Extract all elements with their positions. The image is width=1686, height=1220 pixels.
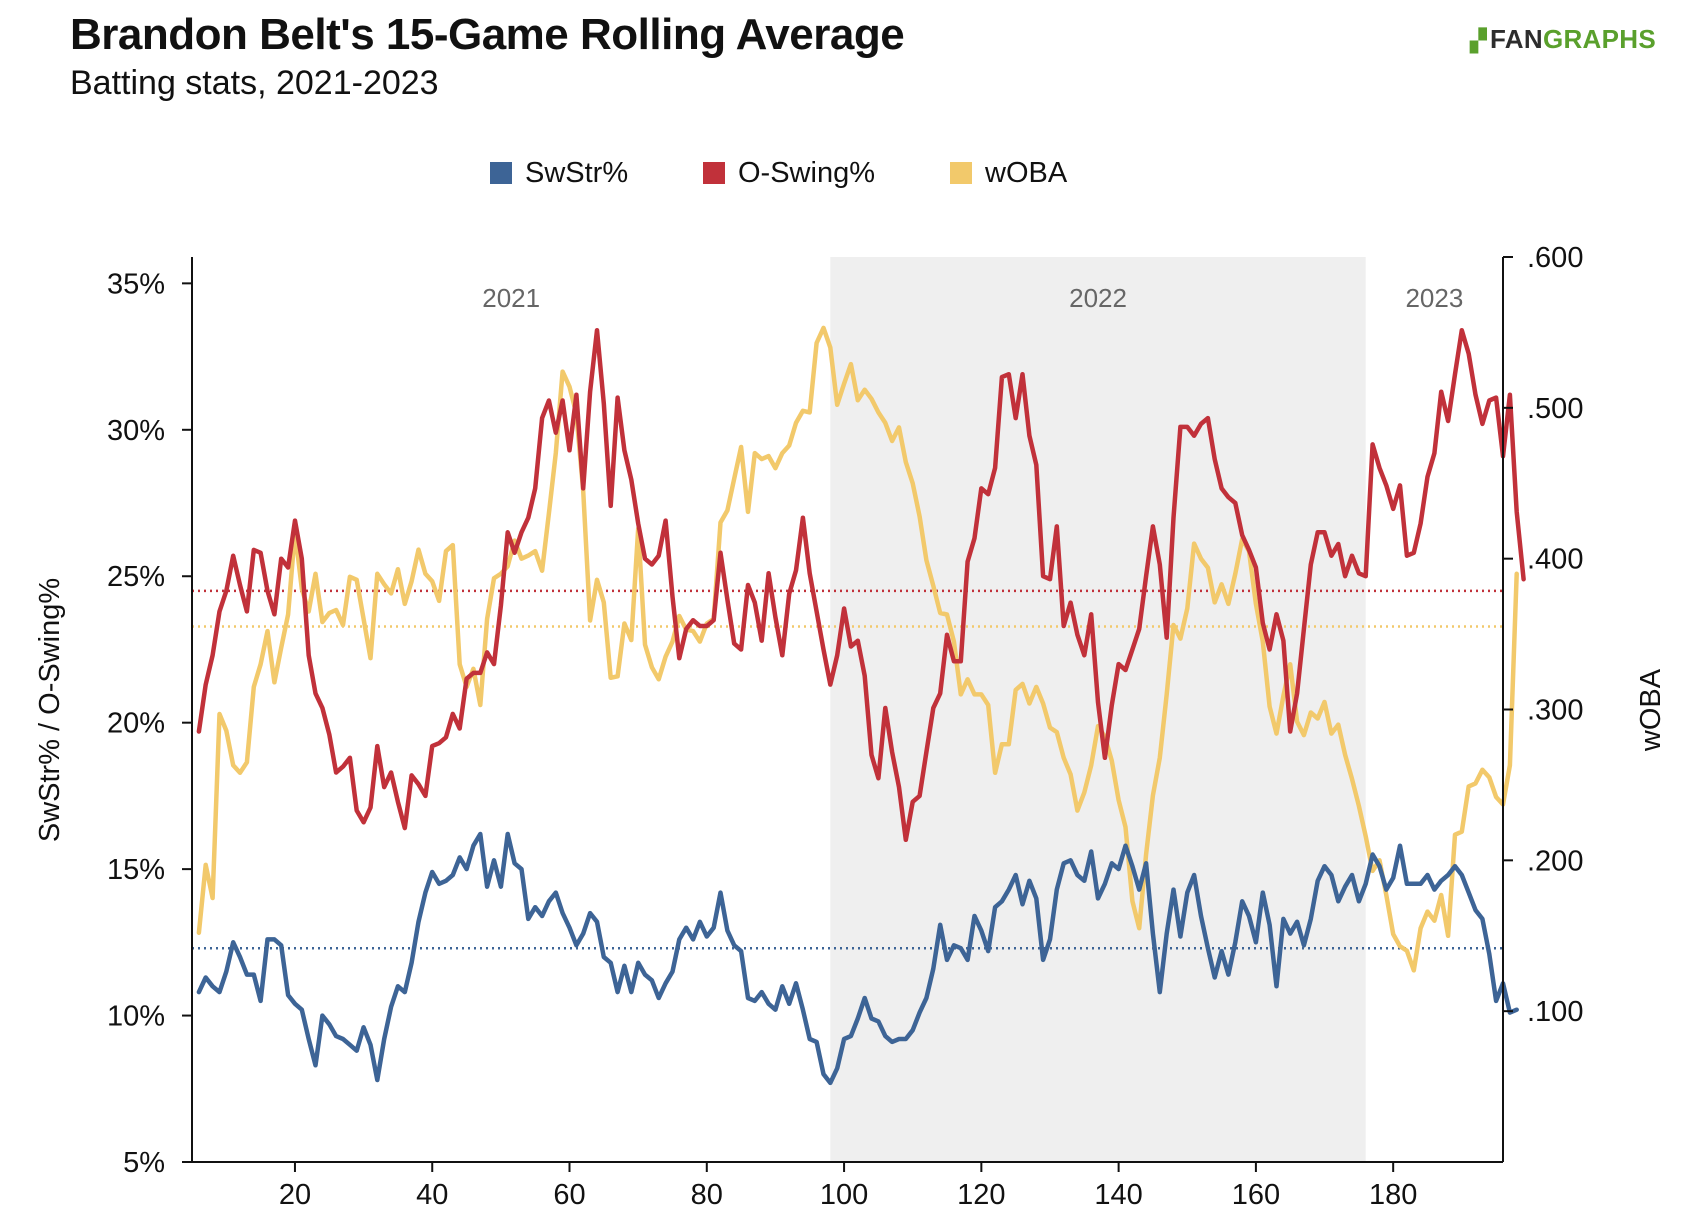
legend-label-swstr: SwStr% [525, 157, 628, 189]
fangraphs-logo-icon: ▞ [1469, 28, 1488, 53]
series-line-o-swing [196, 327, 1526, 843]
y-right-tick-label-0: .100 [1527, 996, 1583, 1028]
x-tick-label-40: 40 [416, 1179, 448, 1211]
x-tick-label-80: 80 [691, 1179, 723, 1211]
y-left-tick-label-5: 5% [123, 1147, 165, 1179]
x-tick-label-120: 120 [957, 1179, 1005, 1211]
y-left-tick-label-15: 15% [107, 854, 165, 886]
season-label-2023: 2023 [1405, 283, 1463, 313]
x-tick-label-160: 160 [1232, 1179, 1280, 1211]
y-right-tick-label-1: .200 [1527, 845, 1583, 877]
legend-swatch-woba [950, 162, 972, 184]
y-left-tick-label-10: 10% [107, 1001, 165, 1033]
fangraphs-logo-text-a: FAN [1490, 24, 1543, 54]
x-tick-label-100: 100 [820, 1179, 868, 1211]
chart-title: Brandon Belt's 15-Game Rolling Average [70, 10, 905, 59]
y-left-tick-label-35: 35% [107, 268, 165, 300]
x-tick-label-20: 20 [279, 1179, 311, 1211]
legend-swatch-swstr [490, 162, 512, 184]
legend-label-woba: wOBA [984, 157, 1068, 189]
y-left-tick-label-30: 30% [107, 415, 165, 447]
y-right-tick-label-5: .600 [1527, 242, 1583, 274]
y-right-axis-title: wOBA [1635, 668, 1667, 752]
y-left-tick-label-20: 20% [107, 708, 165, 740]
x-tick-label-180: 180 [1369, 1179, 1417, 1211]
chart-subtitle: Batting stats, 2021-2023 [70, 64, 439, 102]
series-line-woba [196, 325, 1519, 973]
y-right-tick-label-3: .400 [1527, 544, 1583, 576]
y-left-tick-label-25: 25% [107, 561, 165, 593]
legend-swatch-o-swing [703, 162, 725, 184]
legend-label-o-swing: O-Swing% [738, 157, 875, 189]
season-label-2021: 2021 [482, 283, 540, 313]
fangraphs-logo: ▞ FANGRAPHS [1470, 24, 1656, 55]
y-left-axis-title: SwStr% / O-Swing% [34, 578, 66, 842]
x-tick-label-60: 60 [553, 1179, 585, 1211]
x-tick-label-140: 140 [1094, 1179, 1142, 1211]
y-right-tick-label-2: .300 [1527, 695, 1583, 727]
y-right-tick-label-4: .500 [1527, 393, 1583, 425]
season-label-2022: 2022 [1069, 283, 1127, 313]
series-line-swstr [196, 831, 1519, 1086]
fangraphs-logo-text-b: GRAPHS [1542, 24, 1656, 54]
